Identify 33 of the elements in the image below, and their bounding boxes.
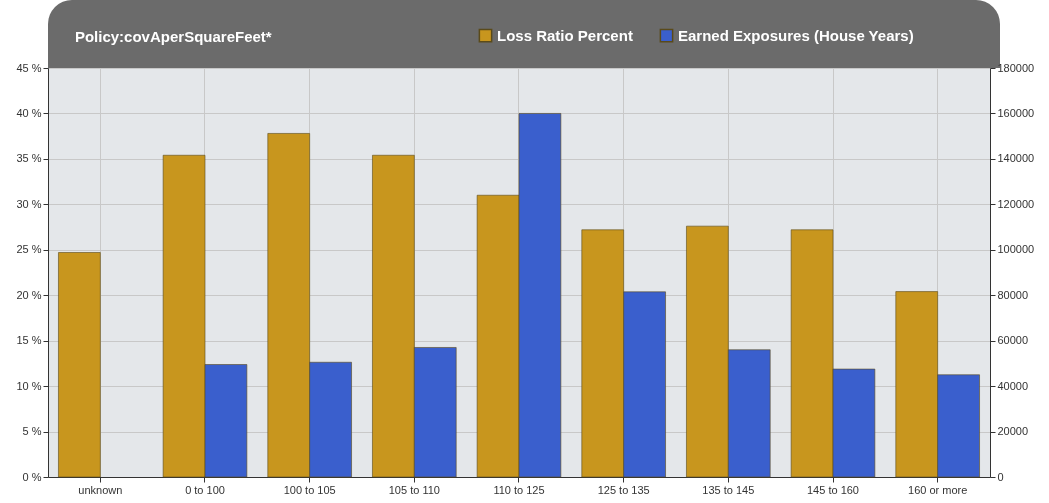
y-tick-label: 45 % [16,61,42,74]
y2-tick-label: 140000 [997,152,1035,165]
y2-tick-label: 120000 [997,197,1035,210]
chart-title: Policy:covAperSquareFeet* [74,28,272,45]
y2-tick-label: 20000 [997,425,1029,438]
y2-tick-label: 60000 [997,334,1029,347]
y2-tick-label: 40000 [997,379,1029,392]
y-tick-label: 0 % [22,470,42,483]
y-tick-label: 10 % [16,379,42,392]
y2-tick-label: 0 [997,470,1004,483]
legend-label: Earned Exposures (House Years) [678,26,914,44]
x-tick-label: 160 or more [908,483,968,496]
x-tick-label: 105 to 110 [388,483,440,496]
x-tick-label: 135 to 145 [702,483,755,496]
bar [57,252,101,478]
y-tick-label: 15 % [16,334,42,347]
legend-label: Loss Ratio Percent [497,26,633,44]
y2-tick-label: 80000 [997,288,1029,301]
y2-tick-label: 160000 [997,106,1035,119]
x-tick-label: 100 to 105 [283,483,336,496]
y2-tick-label: 180000 [997,61,1035,74]
x-tick-label: 0 to 100 [185,483,225,496]
y2-tick-label: 100000 [997,243,1035,256]
y-tick-label: 20 % [16,288,42,301]
x-tick-label: unknown [78,483,123,496]
y-tick-label: 25 % [16,243,42,256]
y-tick-label: 5 % [22,425,42,438]
y-tick-label: 35 % [16,152,42,165]
x-tick-label: 110 to 125 [493,483,545,496]
y-tick-label: 30 % [16,197,42,210]
y-tick-label: 40 % [16,106,42,119]
x-tick-label: 125 to 135 [597,483,650,496]
x-tick-label: 145 to 160 [807,483,859,496]
